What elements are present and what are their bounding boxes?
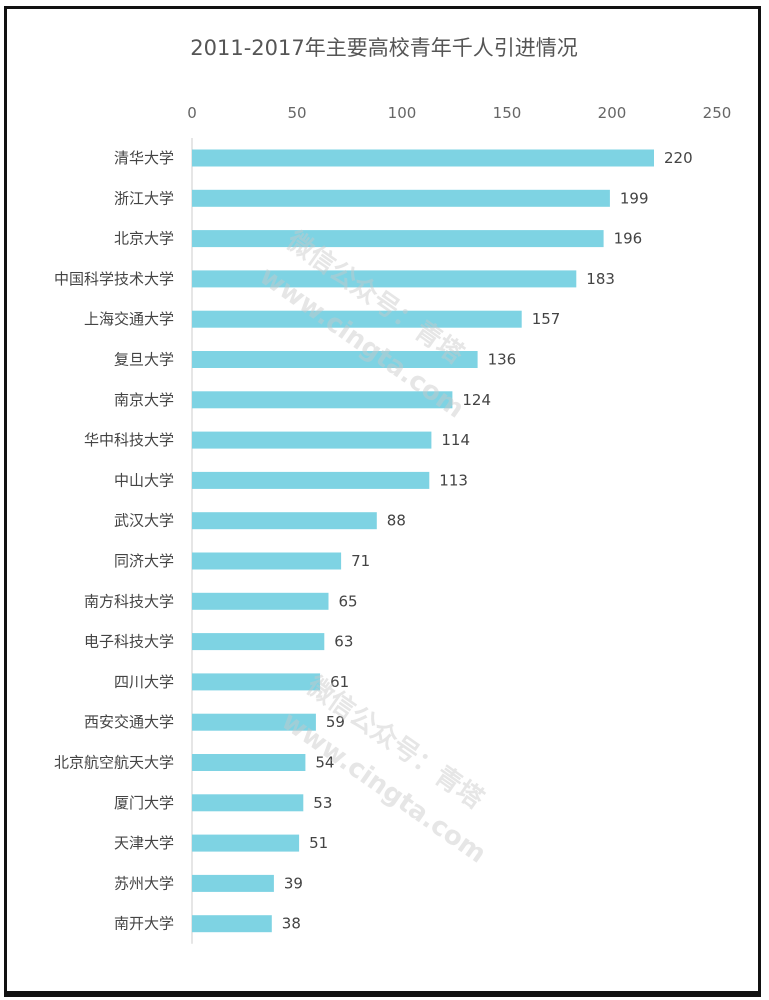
chart-frame xyxy=(4,6,761,994)
value-label: 196 xyxy=(614,230,643,248)
bottom-border xyxy=(4,994,761,997)
category-label: 西安交通大学 xyxy=(84,713,174,731)
category-label: 四川大学 xyxy=(114,673,174,691)
bar xyxy=(192,915,272,933)
bar xyxy=(192,552,342,570)
value-label: 65 xyxy=(339,592,358,610)
value-label: 51 xyxy=(309,834,328,852)
value-label: 124 xyxy=(462,391,491,409)
value-label: 114 xyxy=(441,431,470,449)
value-label: 71 xyxy=(351,552,370,570)
category-label: 北京航空航天大学 xyxy=(54,754,174,772)
bar xyxy=(192,633,325,651)
category-label: 南开大学 xyxy=(114,915,174,933)
bar xyxy=(192,592,329,610)
value-label: 88 xyxy=(387,512,406,530)
x-tick-label: 0 xyxy=(187,104,197,122)
bar xyxy=(192,673,321,691)
bar xyxy=(192,310,522,328)
value-label: 220 xyxy=(664,149,693,167)
value-label: 61 xyxy=(330,673,349,691)
category-label: 中山大学 xyxy=(114,471,174,489)
category-label: 中国科学技术大学 xyxy=(54,270,174,288)
category-label: 浙江大学 xyxy=(114,189,174,207)
category-label: 电子科技大学 xyxy=(84,633,174,651)
category-label: 北京大学 xyxy=(114,230,174,248)
bar xyxy=(192,512,377,530)
category-label: 复旦大学 xyxy=(114,351,174,369)
bar xyxy=(192,351,478,368)
x-tick-label: 200 xyxy=(598,104,627,122)
category-label: 南京大学 xyxy=(114,391,174,409)
value-label: 59 xyxy=(326,713,345,731)
category-label: 厦门大学 xyxy=(114,794,174,812)
x-tick-label: 100 xyxy=(388,104,417,122)
value-label: 113 xyxy=(439,471,468,489)
x-tick-label: 250 xyxy=(703,104,732,122)
category-label: 华中科技大学 xyxy=(84,431,174,449)
bar xyxy=(192,230,604,248)
category-label: 清华大学 xyxy=(114,149,174,167)
value-label: 199 xyxy=(620,189,649,207)
value-label: 136 xyxy=(488,351,517,369)
bar xyxy=(192,189,610,207)
bar xyxy=(192,794,304,812)
bar xyxy=(192,754,306,771)
category-label: 上海交通大学 xyxy=(84,310,174,328)
value-label: 157 xyxy=(532,310,561,328)
category-label: 苏州大学 xyxy=(114,874,174,892)
value-label: 39 xyxy=(284,874,303,892)
category-label: 南方科技大学 xyxy=(84,592,174,610)
category-label: 同济大学 xyxy=(114,552,174,570)
value-label: 63 xyxy=(334,633,353,651)
value-label: 38 xyxy=(282,915,301,933)
chart-title: 2011-2017年主要高校青年千人引进情况 xyxy=(190,36,577,60)
bar xyxy=(192,834,300,852)
bar xyxy=(192,713,316,731)
bar xyxy=(192,431,432,449)
category-label: 武汉大学 xyxy=(114,512,174,530)
x-tick-label: 150 xyxy=(493,104,522,122)
value-label: 53 xyxy=(313,794,332,812)
x-tick-label: 50 xyxy=(287,104,306,122)
value-label: 54 xyxy=(315,754,334,772)
value-label: 183 xyxy=(586,270,615,288)
bar xyxy=(192,149,654,167)
bar xyxy=(192,471,430,489)
category-label: 天津大学 xyxy=(114,834,174,852)
bar xyxy=(192,391,453,409)
bar xyxy=(192,874,274,892)
bar xyxy=(192,270,577,288)
